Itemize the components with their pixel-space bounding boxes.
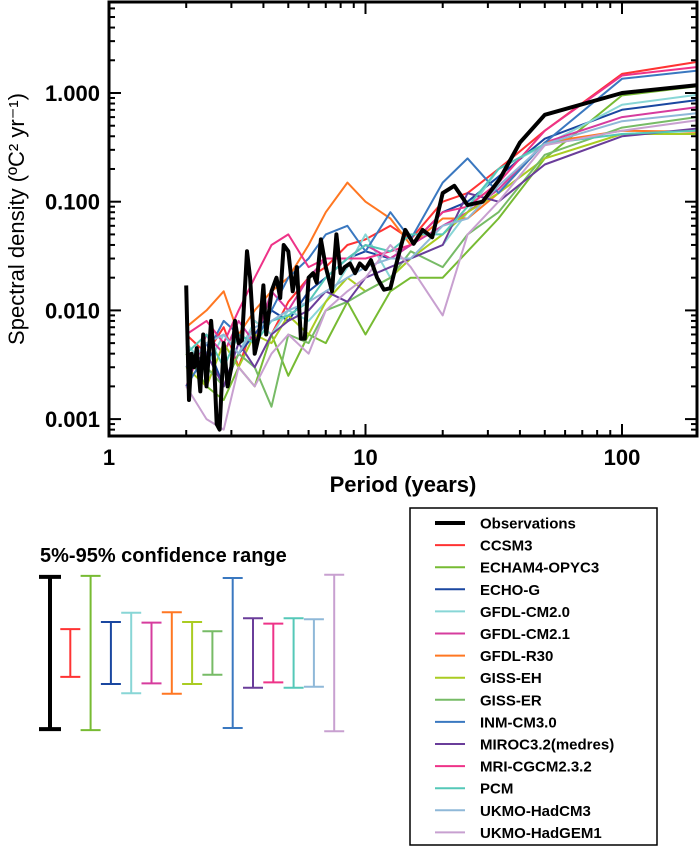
legend-item-echam4-opyc3: ECHAM4-OPYC3: [435, 560, 599, 577]
legend-item-inm-cm3-0: INM-CM3.0: [435, 714, 557, 731]
y-axis-label: Spectral density (ºC² yr⁻¹): [4, 93, 29, 345]
y-tick-label: 1.000: [45, 81, 100, 106]
confidence-bar-observations: [39, 574, 61, 732]
legend-item-gfdl-r30: GFDL-R30: [435, 648, 553, 665]
x-tick-label: 10: [353, 445, 377, 470]
legend: Observations CCSM3 ECHAM4-OPYC3 ECHO-G GFDL-…: [435, 516, 614, 842]
legend-item-giss-eh: GISS-EH: [435, 670, 542, 687]
legend-item-ukmo-hadcm3: UKMO-HadCM3: [435, 803, 591, 820]
confidence-bar-mri-cgcm2-3-2: [263, 622, 284, 684]
confidence-bar-echo-g: [100, 621, 121, 685]
y-tick-label: 0.001: [45, 407, 100, 432]
confidence-bars: [39, 573, 345, 733]
legend-item-ukmo-hadgem1: UKMO-HadGEM1: [435, 825, 602, 842]
y-tick-label: 0.010: [45, 298, 100, 323]
x-axis-label: Period (years): [330, 472, 477, 497]
legend-item-ccsm3: CCSM3: [435, 538, 533, 555]
x-tick-label: 1: [103, 445, 115, 470]
confidence-bar-ukmo-hadcm3: [303, 618, 324, 688]
series-line-ukmo-hadgem1: [185, 119, 697, 431]
series-line-gfdl-cm2-1: [185, 106, 697, 387]
legend-item-miroc3-2-medres: MIROC3.2(medres): [435, 737, 614, 754]
legend-label: ECHAM4-OPYC3: [480, 560, 599, 577]
confidence-bar-giss-er: [202, 630, 223, 676]
confidence-bar-inm-cm3-0: [222, 576, 243, 730]
legend-item-pcm: PCM: [435, 781, 513, 798]
confidence-bar-pcm: [283, 617, 304, 689]
legend-label: GISS-EH: [480, 670, 542, 687]
legend-label: GFDL-CM2.1: [480, 626, 570, 643]
legend-item-gfdl-cm2-0: GFDL-CM2.0: [435, 604, 570, 621]
confidence-bar-gfdl-cm2-1: [141, 621, 162, 685]
confidence-bar-gfdl-r30: [161, 611, 182, 695]
legend-label: ECHO-G: [480, 582, 540, 599]
legend-label: GFDL-CM2.0: [480, 604, 570, 621]
y-tick-label: 0.100: [45, 190, 100, 215]
legend-label: UKMO-HadCM3: [480, 803, 591, 820]
confidence-bar-echam4-opyc3: [80, 574, 101, 732]
legend-label: Observations: [480, 516, 576, 533]
legend-label: PCM: [480, 781, 513, 798]
confidence-bar-ccsm3: [60, 628, 81, 678]
series-line-miroc3-2-medres: [185, 127, 697, 388]
confidence-bar-giss-eh: [182, 621, 203, 685]
legend-label: CCSM3: [480, 538, 533, 555]
series-line-observations: [184, 83, 697, 432]
confidence-title: 5%-95% confidence range: [40, 545, 287, 567]
legend-label: UKMO-HadGEM1: [480, 825, 602, 842]
confidence-bar-ukmo-hadgem1: [324, 573, 345, 733]
x-tick-label: 100: [604, 445, 641, 470]
series-line-ukmo-hadcm3: [185, 112, 697, 368]
legend-label: GFDL-R30: [480, 648, 553, 665]
legend-label: MRI-CGCM2.3.2: [480, 759, 592, 776]
confidence-bar-miroc3-2-medres: [243, 617, 263, 689]
series-line-echo-g: [185, 99, 697, 388]
series-layer: [184, 61, 697, 432]
legend-item-echo-g: ECHO-G: [435, 582, 540, 599]
legend-item-mri-cgcm2-3-2: MRI-CGCM2.3.2: [435, 759, 592, 776]
confidence-bar-gfdl-cm2-0: [121, 611, 142, 695]
legend-item-gfdl-cm2-1: GFDL-CM2.1: [435, 626, 570, 643]
legend-item-observations: Observations: [435, 516, 576, 533]
legend-label: INM-CM3.0: [480, 714, 557, 731]
legend-label: GISS-ER: [480, 692, 542, 709]
series-line-pcm: [185, 129, 697, 369]
legend-item-giss-er: GISS-ER: [435, 692, 542, 709]
axis-ticks: 1 10 100 0.001 0.010 0.100 1.000: [45, 2, 697, 470]
legend-label: MIROC3.2(medres): [480, 737, 614, 754]
